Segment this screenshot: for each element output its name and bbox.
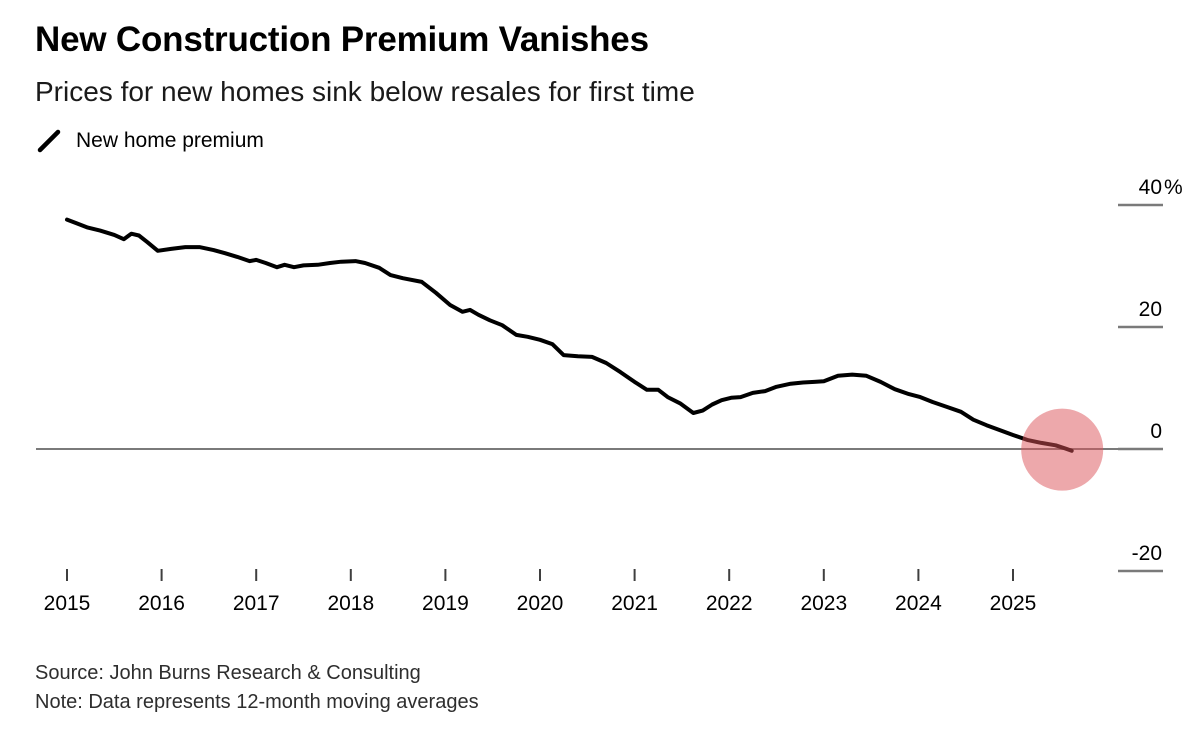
x-tick-label: 2023 — [800, 592, 847, 615]
premium-line-series — [65, 217, 1074, 453]
note-text: Note: Data represents 12-month moving av… — [35, 691, 479, 713]
x-tick-label: 2024 — [895, 592, 942, 615]
x-tick-label: 2015 — [44, 592, 91, 615]
line-swatch-icon — [37, 129, 61, 153]
y-tick-label: 0 — [1150, 420, 1162, 443]
x-tick-label: 2016 — [138, 592, 185, 615]
y-tick-label: 20 — [1139, 298, 1162, 321]
x-axis: 2015 2016 2017 2018 2019 2020 2021 2022 2023 2024… — [44, 569, 1037, 615]
y-axis: 40 % 20 0 -20 — [1118, 176, 1183, 573]
chart-title: New Construction Premium Vanishes — [35, 20, 649, 59]
legend-label: New home premium — [76, 129, 264, 152]
x-tick-label: 2020 — [517, 592, 564, 615]
x-tick-label: 2022 — [706, 592, 753, 615]
x-tick-label: 2017 — [233, 592, 280, 615]
source-text: Source: John Burns Research & Consulting — [35, 662, 421, 684]
chart-subtitle: Prices for new homes sink below resales … — [35, 76, 695, 107]
y-unit-label: % — [1164, 176, 1183, 199]
legend: New home premium — [35, 126, 264, 156]
x-tick-label: 2019 — [422, 592, 469, 615]
x-tick-label: 2021 — [611, 592, 658, 615]
y-tick-label: 40 — [1139, 176, 1162, 199]
endpoint-highlight-circle — [1021, 408, 1104, 491]
x-tick-label: 2018 — [327, 592, 374, 615]
y-tick-label: -20 — [1132, 542, 1162, 565]
x-tick-label: 2025 — [990, 592, 1037, 615]
